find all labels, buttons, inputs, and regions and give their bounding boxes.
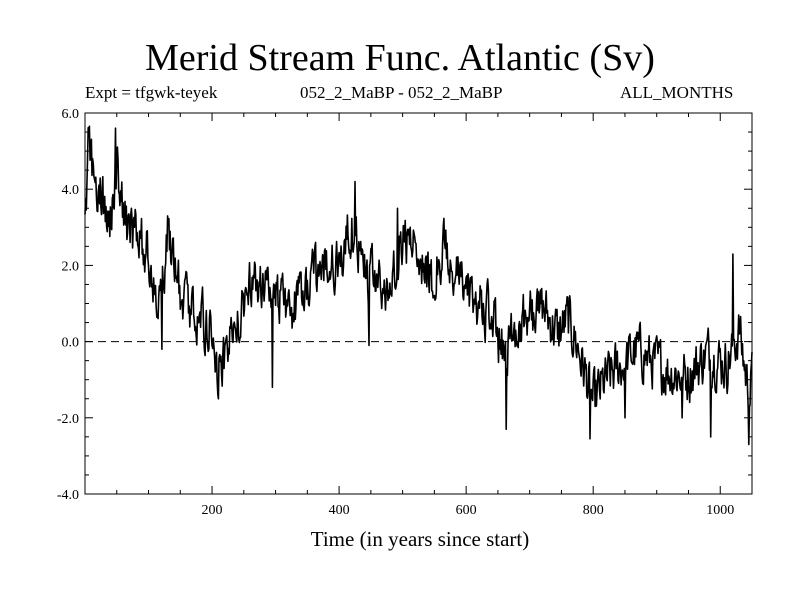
- y-tick-label: 4.0: [62, 183, 80, 198]
- plot-frame: [84, 112, 753, 495]
- y-tick-label: 2.0: [62, 259, 80, 274]
- chart-title: Merid Stream Func. Atlantic (Sv): [145, 37, 655, 79]
- series-line: [84, 125, 753, 446]
- x-axis-label: Time (in years since start): [310, 527, 530, 551]
- x-tick-label: 400: [329, 503, 350, 518]
- y-tick-label: 0.0: [62, 336, 80, 351]
- x-tick-label: 800: [583, 503, 604, 518]
- y-tick-label: -2.0: [57, 412, 79, 427]
- months-label: ALL_MONTHS: [620, 83, 734, 102]
- series-layer: [84, 125, 753, 446]
- y-tick-label: 6.0: [62, 107, 80, 122]
- x-tick-label: 600: [456, 503, 477, 518]
- x-tick-label: 1000: [706, 503, 734, 518]
- comparison-label: 052_2_MaBP - 052_2_MaBP: [300, 83, 503, 102]
- experiment-label: Expt = tfgwk-teyek: [85, 83, 218, 102]
- y-tick-label: -4.0: [57, 488, 79, 503]
- x-tick-label: 200: [202, 503, 223, 518]
